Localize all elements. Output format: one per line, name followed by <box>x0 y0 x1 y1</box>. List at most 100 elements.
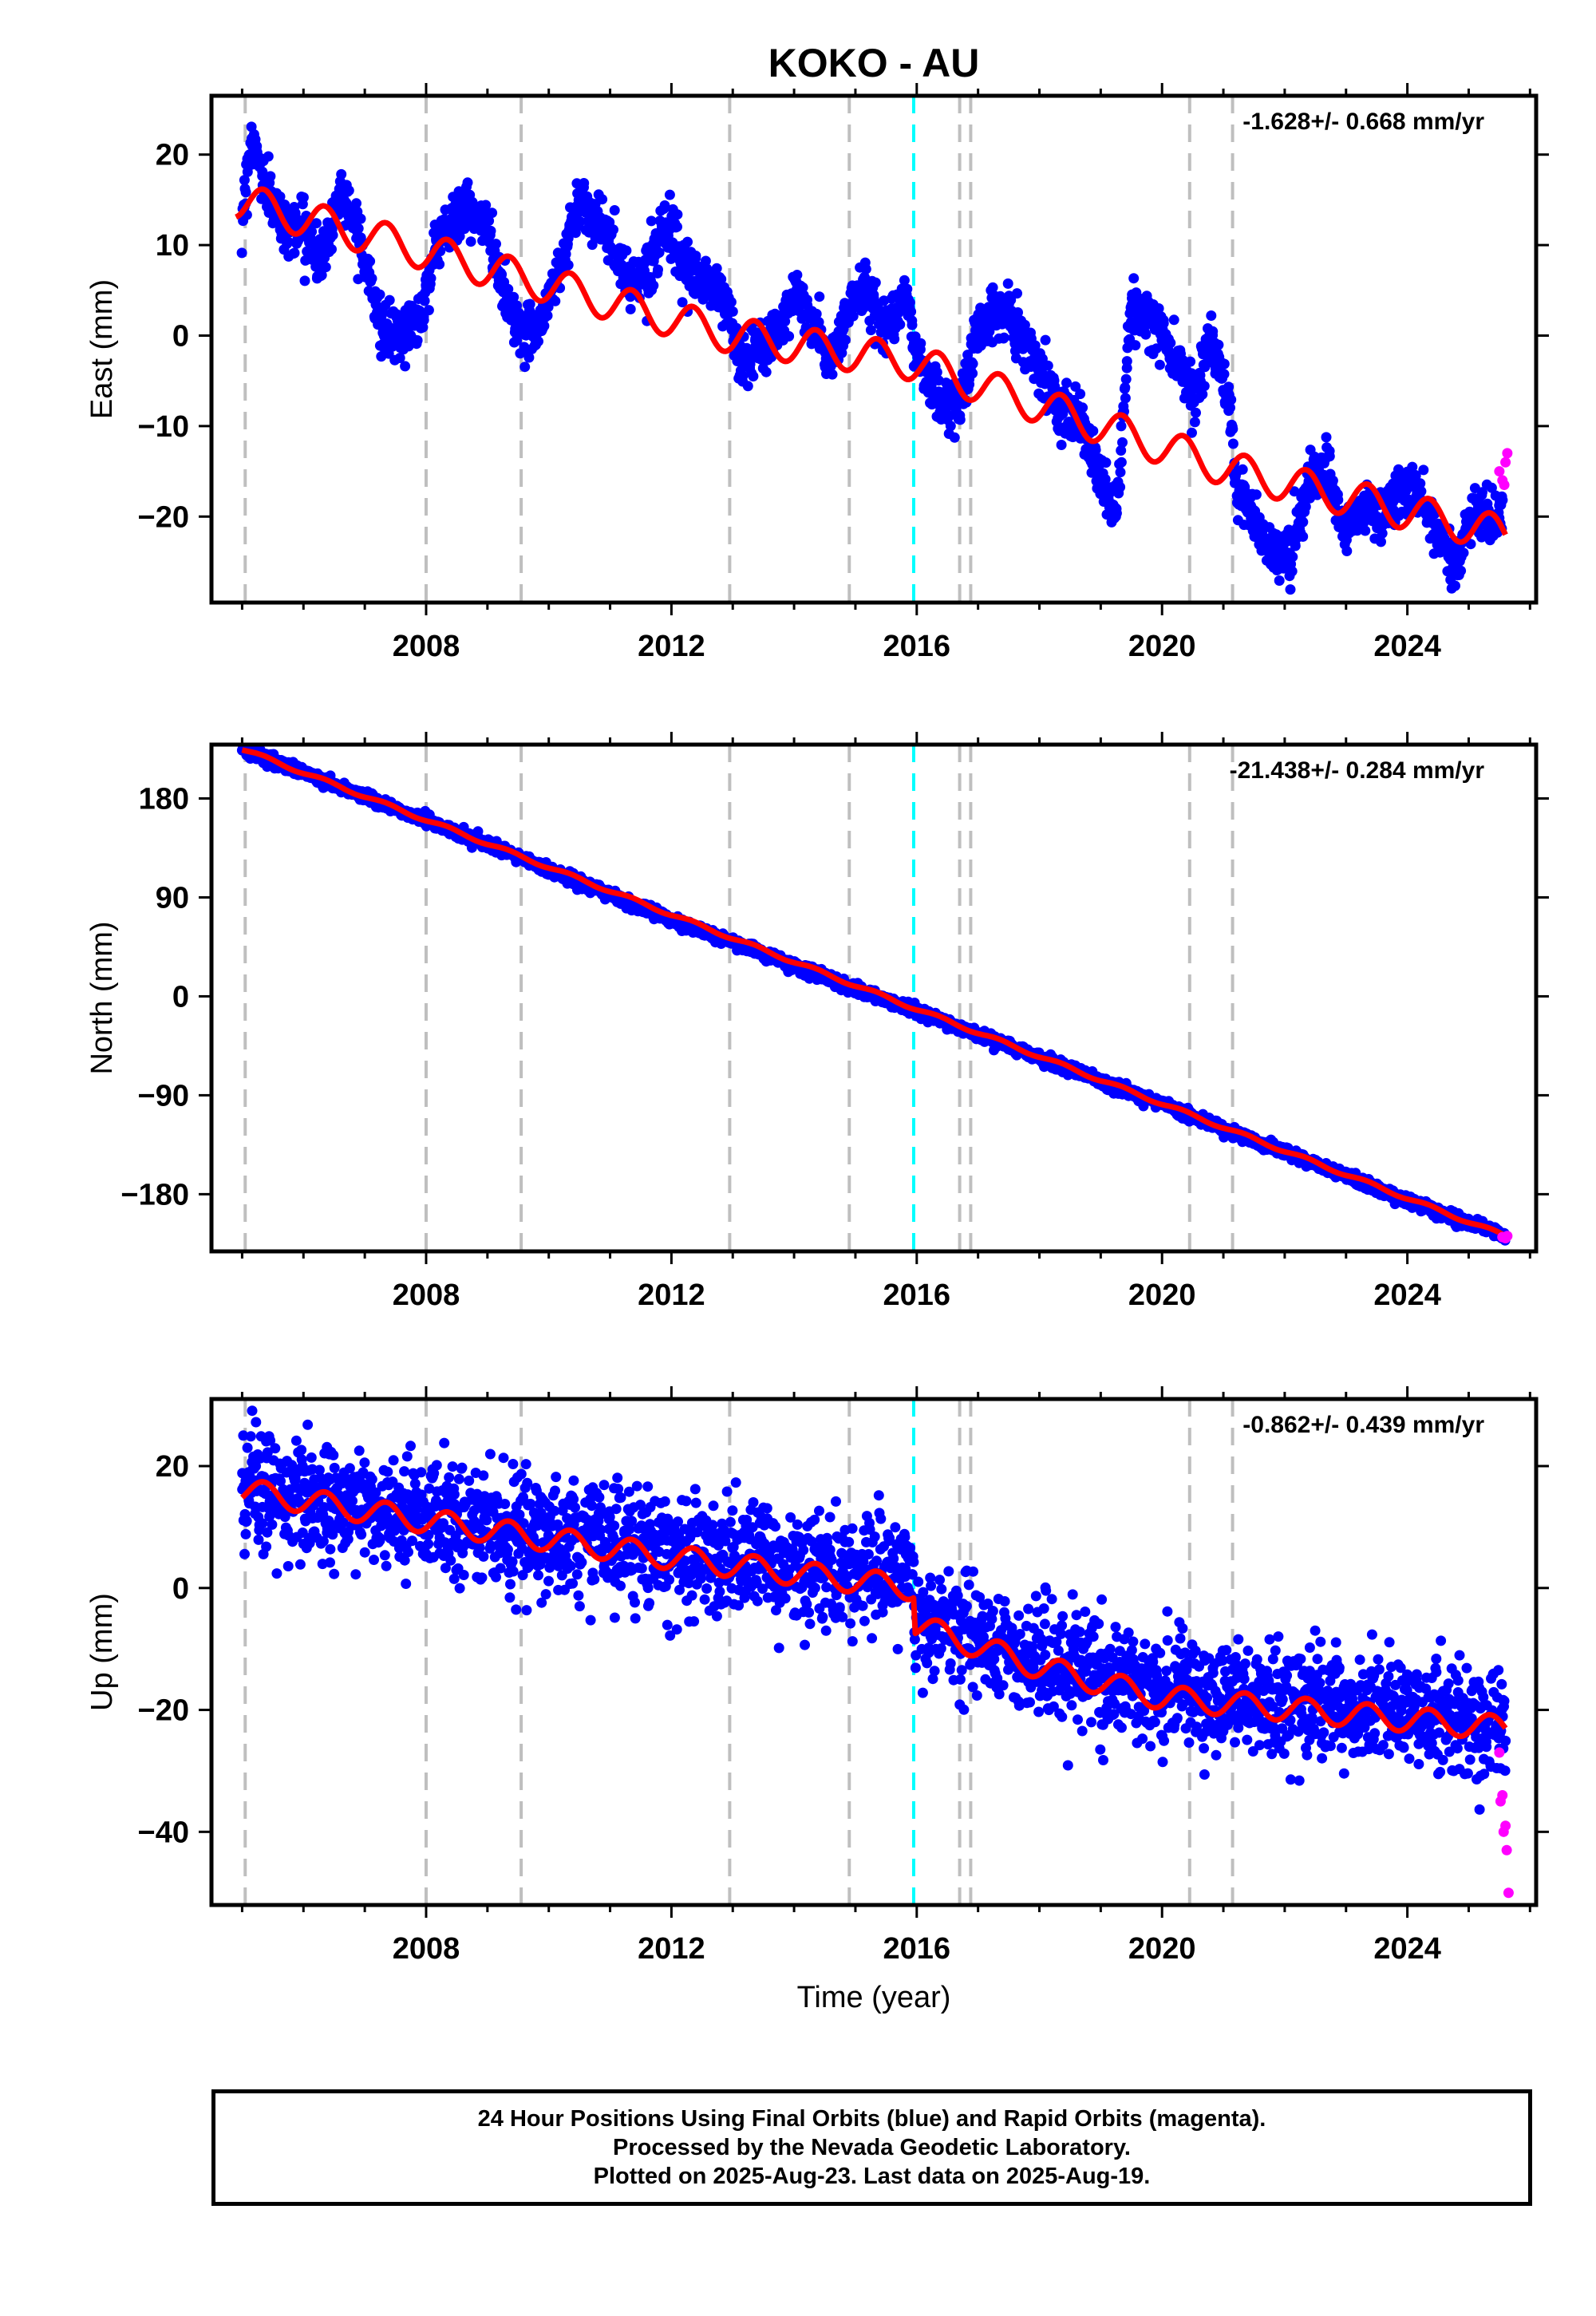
final-orbit-point <box>792 270 803 280</box>
final-orbit-point <box>523 352 535 363</box>
final-orbit-point <box>659 200 670 211</box>
final-orbit-point <box>964 379 975 390</box>
final-orbit-point <box>784 330 795 342</box>
final-orbit-point <box>860 263 871 275</box>
final-orbit-point <box>1158 318 1169 329</box>
y-tick-label: 20 <box>156 139 189 172</box>
final-orbit-point <box>579 178 590 188</box>
rate-label: -1.628+/- 0.668 mm/yr <box>1242 109 1484 135</box>
final-orbit-point <box>524 298 535 310</box>
final-orbit-point <box>1153 303 1164 314</box>
plot-frame <box>209 93 1539 605</box>
final-orbit-point <box>239 175 250 186</box>
final-orbit-point <box>1042 360 1053 371</box>
final-orbit-point <box>1070 381 1081 392</box>
final-orbit-point <box>425 273 437 284</box>
final-orbit-point <box>282 236 294 247</box>
final-orbit-point <box>889 334 900 345</box>
final-orbit-point <box>949 432 960 443</box>
final-orbit-point <box>814 291 825 302</box>
rapid-orbit-point <box>1494 466 1505 477</box>
final-orbit-point <box>1450 580 1460 591</box>
final-orbit-point <box>465 236 476 247</box>
final-orbit-point <box>1324 451 1335 462</box>
final-orbit-point <box>1227 424 1238 435</box>
final-orbit-point <box>1416 486 1427 497</box>
final-orbit-point <box>1111 508 1122 519</box>
final-orbit-point <box>1298 531 1309 542</box>
final-orbit-point <box>485 225 496 236</box>
final-orbit-point <box>797 282 808 293</box>
final-orbit-point <box>907 319 918 330</box>
final-orbit-point <box>1115 467 1126 478</box>
final-orbit-point <box>366 273 377 284</box>
final-orbit-point <box>1290 540 1301 551</box>
final-orbit-point <box>1219 358 1230 370</box>
final-orbit-point <box>336 168 347 180</box>
final-orbit-point <box>1040 334 1051 346</box>
y-tick-label: 0 <box>172 319 189 353</box>
final-orbit-point <box>1029 340 1041 351</box>
x-tick-label: 2008 <box>393 630 460 663</box>
final-orbit-point <box>1168 314 1179 326</box>
final-orbit-point <box>839 334 851 346</box>
final-orbit-point <box>1077 402 1088 413</box>
final-orbit-point <box>299 275 310 287</box>
final-orbit-point <box>462 177 473 188</box>
final-orbit-point <box>508 291 519 302</box>
final-orbit-point <box>967 358 978 370</box>
final-orbit-point <box>542 310 553 321</box>
final-orbit-point <box>1250 489 1262 500</box>
final-orbit-point <box>563 259 574 271</box>
final-orbit-point <box>727 306 738 317</box>
final-orbit-point <box>1116 445 1127 456</box>
final-orbit-point <box>1120 393 1131 404</box>
final-orbit-point <box>298 192 309 203</box>
final-orbit-point <box>1120 373 1132 385</box>
final-orbit-point <box>597 194 608 205</box>
final-orbit-point <box>1191 407 1201 418</box>
y-axis-label: East (mm) <box>85 279 119 419</box>
final-orbit-point <box>1376 536 1386 547</box>
final-orbit-point <box>1415 478 1426 489</box>
final-orbit-point <box>1122 342 1133 354</box>
final-orbit-point <box>1130 340 1141 351</box>
final-orbit-point <box>1199 381 1210 392</box>
final-orbit-point <box>1226 394 1237 405</box>
final-orbit-point <box>682 236 693 247</box>
final-orbit-point <box>311 218 322 229</box>
final-orbit-point <box>1116 421 1127 432</box>
final-orbit-point <box>1206 310 1217 321</box>
final-orbit-point <box>1116 456 1127 468</box>
final-orbit-point <box>1456 565 1467 576</box>
final-orbit-point <box>1213 339 1224 350</box>
final-orbit-point <box>454 231 465 242</box>
final-orbit-point <box>327 230 338 241</box>
final-orbit-point <box>1128 273 1140 284</box>
final-orbit-point <box>1298 516 1309 528</box>
final-orbit-point <box>351 198 361 209</box>
final-orbit-point <box>1289 486 1300 497</box>
final-orbit-point <box>1227 438 1238 449</box>
final-orbit-point <box>1002 278 1013 289</box>
final-orbit-point <box>384 294 395 306</box>
final-orbit-point <box>648 280 659 291</box>
final-orbit-point <box>1140 329 1152 340</box>
final-orbit-point <box>945 421 956 432</box>
final-orbit-point <box>664 189 675 200</box>
plot-area <box>236 745 1513 1251</box>
final-orbit-point <box>1117 437 1128 448</box>
final-orbit-point <box>240 187 251 198</box>
final-orbit-point <box>677 297 688 308</box>
final-orbit-point <box>265 171 276 182</box>
final-orbit-point <box>1154 359 1165 370</box>
plot-area <box>235 96 1513 603</box>
final-orbit-point <box>915 338 926 349</box>
rapid-orbit-point <box>1502 448 1513 459</box>
final-orbit-point <box>539 320 550 331</box>
final-orbit-point <box>1012 288 1022 299</box>
final-orbit-point <box>263 151 274 162</box>
final-orbit-point <box>731 322 742 334</box>
final-orbit-point <box>365 255 376 267</box>
